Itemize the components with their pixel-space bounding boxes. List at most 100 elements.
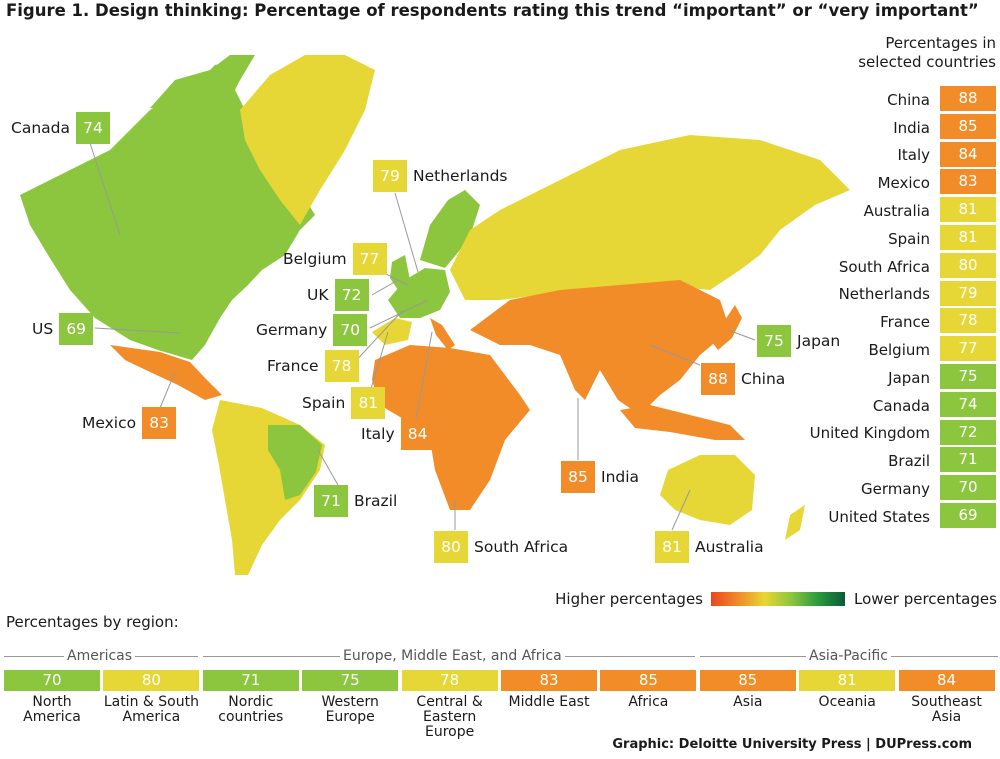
panel-country-value: 81 [940,224,996,250]
panel-country-value: 74 [940,391,996,417]
group-label-americas: Americas [64,648,136,664]
panel-country-name: Belgium [868,341,931,360]
panel-country-value: 88 [940,86,996,111]
region-cell: 85 Asia [699,670,796,710]
region-value: 83 [501,670,597,691]
panel-row: Japan 75 [780,363,996,392]
callout-label: Germany [256,321,328,339]
callout-france: France 78 [261,350,359,382]
panel-title-line2: selected countries [858,53,996,71]
callout-value: 79 [373,160,407,192]
panel-country-value: 78 [940,308,996,334]
iberia-land [372,318,412,345]
callout-uk: UK 72 [301,279,369,311]
panel-row: Netherlands 79 [780,280,996,309]
callout-value: 78 [324,350,359,382]
panel-country-value: 70 [940,475,996,501]
panel-row: Belgium 77 [780,336,996,364]
panel-country-value: 81 [940,197,996,223]
callout-label: Brazil [354,492,398,510]
panel-row: Canada 74 [780,391,996,420]
region-name-line1: Southeast [911,694,982,710]
callout-value: 75 [757,325,791,357]
panel-country-name: Brazil [888,452,930,471]
callout-south-africa: 80 South Africa [434,531,574,563]
color-legend: Higher percentages Lower percentages [0,590,1000,610]
region-name: Asia [700,695,796,710]
region-value: 81 [799,670,896,691]
callout-value: 72 [334,279,369,311]
panel-country-name: Mexico [877,174,930,193]
panel-row: Australia 81 [780,197,996,225]
callout-label: France [267,357,319,375]
region-name: Oceania [799,695,895,710]
region-name: Nordic countries [203,695,299,725]
region-name-line1: North [32,694,72,710]
region-name: North America [4,695,100,725]
panel-country-name: United States [828,507,930,526]
panel-row: United States 69 [780,502,996,531]
australia-land [660,455,755,525]
region-cell: 84 Southeast Asia [898,670,995,725]
callout-spain: Spain 81 [296,387,386,419]
callout-india: 85 India [561,461,645,493]
region-name: Central & Eastern Europe [402,695,498,740]
new-zealand-land [785,505,805,540]
panel-country-value: 72 [940,419,996,445]
callout-value: 83 [142,407,177,439]
region-value: 71 [202,670,299,691]
panel-country-name: Japan [888,368,930,387]
callout-us: US 69 [26,313,94,345]
panel-row: Germany 70 [780,475,996,503]
callout-italy: Italy 84 [355,418,435,450]
callout-value: 80 [434,531,468,563]
country-percentage-list: China 88 India 85 Italy 84 Mexico 83 Australia 81… [780,86,996,531]
callout-value: 77 [352,243,387,275]
panel-country-value: 77 [940,336,996,362]
asia-land [470,280,730,415]
region-value: 75 [302,670,399,691]
callout-value: 81 [351,387,386,419]
region-name-line1: Western [321,694,379,710]
region-name-line1: Middle East [508,694,590,710]
region-cell: 81 Oceania [799,670,896,710]
panel-row: Mexico 83 [780,169,996,197]
callout-label: Japan [797,332,841,350]
region-cell: 70 North America [4,670,100,725]
panel-row: Brazil 71 [780,447,996,475]
callout-japan: 75 Japan [757,325,846,357]
callout-value: 88 [701,363,735,395]
panel-title-line1: Percentages in [885,34,996,52]
panel-country-name: United Kingdom [809,424,930,443]
panel-country-name: South Africa [838,257,930,276]
region-name-line2: Eastern Europe [422,709,477,740]
region-name-line1: Africa [628,694,669,710]
greenland-land [240,55,375,225]
figure-title: Figure 1. Design thinking: Percentage of… [6,1,979,20]
region-value: 85 [600,670,697,691]
panel-country-name: Netherlands [838,285,930,304]
callout-value: 71 [314,485,348,517]
panel-country-name: Italy [897,146,930,165]
panel-country-name: China [887,90,930,109]
callout-label: China [741,370,786,388]
region-name-line2: America [122,709,181,725]
graphic-credit: Graphic: Deloitte University Press | DUP… [612,737,972,752]
callout-australia: 81 Australia [655,531,770,563]
callout-germany: Germany 70 [250,314,368,346]
world-map [20,55,850,575]
panel-country-name: Germany [861,480,930,499]
group-label-emea: Europe, Middle East, and Africa [340,648,565,664]
callout-china: 88 China [701,363,791,395]
callout-label: Netherlands [413,167,508,185]
legend-higher-label: Higher percentages [555,590,703,608]
region-name-line2: America [23,709,81,725]
region-name: Latin & South America [103,695,199,725]
callout-canada: Canada 74 [5,112,110,144]
region-name: Western Europe [302,695,398,725]
region-name-line1: Nordic [228,694,274,710]
callout-value: 84 [400,418,435,450]
region-cell: 75 Western Europe [302,670,399,725]
region-name-line2: Europe [325,709,375,725]
panel-row: France 78 [780,308,996,336]
